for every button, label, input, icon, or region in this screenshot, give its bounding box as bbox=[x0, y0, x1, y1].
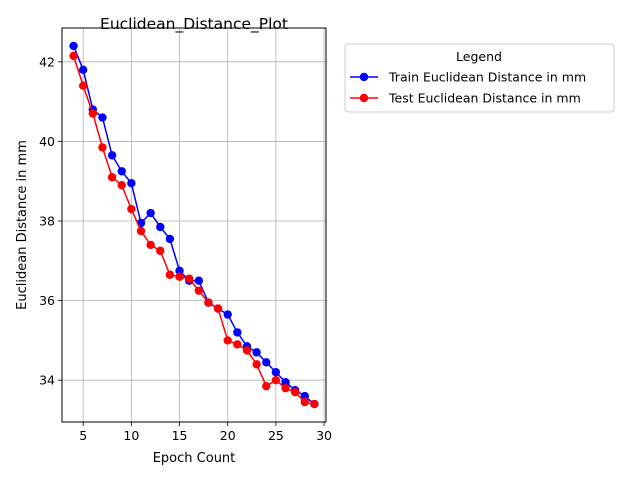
data-point bbox=[165, 234, 175, 244]
legend-box bbox=[344, 43, 615, 113]
legend-label: Train Euclidean Distance in mm bbox=[388, 70, 586, 85]
chart-title: Euclidean_Distance_Plot bbox=[100, 15, 288, 34]
data-point bbox=[252, 360, 261, 369]
data-point bbox=[69, 41, 78, 51]
data-point bbox=[281, 378, 290, 387]
series-train bbox=[69, 41, 319, 409]
data-point bbox=[98, 113, 107, 122]
data-point bbox=[107, 173, 117, 182]
data-point bbox=[165, 270, 175, 279]
data-point bbox=[310, 399, 319, 409]
legend-title: Legend bbox=[456, 49, 502, 64]
series-line bbox=[72, 55, 315, 405]
legend-marker bbox=[359, 93, 369, 103]
data-point bbox=[242, 346, 252, 355]
legend-marker bbox=[359, 72, 369, 82]
data-point bbox=[262, 381, 271, 391]
y-axis-label: Euclidean Distance in mm bbox=[15, 140, 30, 310]
data-point bbox=[223, 336, 232, 345]
data-point bbox=[252, 348, 261, 357]
data-point bbox=[175, 266, 184, 275]
legend-label: Test Euclidean Distance in mm bbox=[388, 91, 581, 106]
data-point bbox=[213, 304, 223, 313]
data-point bbox=[223, 310, 232, 319]
data-point bbox=[300, 397, 310, 407]
y-tick-label: 40 bbox=[39, 134, 55, 149]
x-axis-label: Epoch Count bbox=[153, 451, 236, 466]
x-tick-label: 25 bbox=[268, 428, 284, 443]
y-tick-label: 34 bbox=[39, 373, 55, 388]
data-point bbox=[117, 167, 126, 176]
data-point bbox=[271, 368, 281, 377]
data-point bbox=[271, 376, 281, 385]
x-tick-label: 15 bbox=[172, 428, 188, 443]
data-point bbox=[262, 358, 271, 367]
y-tick-label: 36 bbox=[39, 293, 55, 308]
series-layer bbox=[69, 41, 319, 409]
data-point bbox=[127, 179, 136, 188]
data-point bbox=[146, 240, 155, 250]
x-tick-label: 20 bbox=[220, 428, 236, 443]
data-point bbox=[88, 109, 98, 118]
x-tick-label: 30 bbox=[316, 428, 332, 443]
x-tick-label: 10 bbox=[123, 428, 139, 443]
series-test bbox=[69, 51, 319, 409]
data-point bbox=[117, 181, 126, 190]
data-point bbox=[233, 340, 242, 349]
axes-frame bbox=[61, 27, 327, 423]
data-point bbox=[136, 226, 146, 236]
data-point bbox=[175, 272, 184, 281]
data-point bbox=[107, 151, 117, 160]
series-line bbox=[72, 45, 315, 405]
data-point bbox=[98, 143, 107, 152]
data-point bbox=[78, 65, 88, 74]
data-point bbox=[290, 387, 300, 397]
x-tick-label: 5 bbox=[79, 428, 87, 443]
data-point bbox=[184, 274, 194, 283]
axis-ticks: 5 10 15 20 25 30 34 36 38 40 42 bbox=[39, 54, 332, 443]
legend: Legend Train Euclidean Distance in mm Tes… bbox=[344, 43, 615, 113]
data-point bbox=[78, 81, 88, 90]
y-tick-label: 42 bbox=[39, 54, 55, 69]
data-point bbox=[233, 328, 242, 337]
data-point bbox=[69, 51, 78, 61]
data-point bbox=[156, 222, 165, 232]
data-point bbox=[194, 286, 204, 295]
data-point bbox=[194, 276, 204, 285]
data-point bbox=[156, 246, 165, 256]
data-point bbox=[146, 208, 155, 218]
data-point bbox=[127, 204, 136, 214]
data-point bbox=[281, 383, 290, 393]
data-point bbox=[300, 391, 310, 401]
y-tick-label: 38 bbox=[39, 214, 55, 229]
data-point bbox=[204, 298, 213, 307]
grid-lines bbox=[62, 28, 326, 422]
